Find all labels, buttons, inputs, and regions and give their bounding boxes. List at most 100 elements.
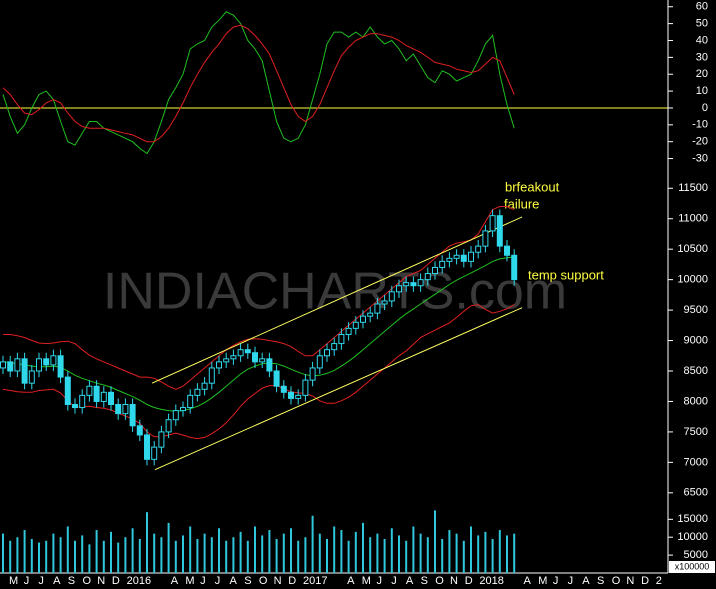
x-tick-label: A <box>524 575 532 587</box>
candle-body <box>7 361 14 372</box>
candle-body <box>201 382 208 390</box>
volume-bar <box>261 535 264 573</box>
candle-body <box>489 215 496 232</box>
volume-bar <box>225 540 228 573</box>
candle-body <box>144 434 150 460</box>
volume-bar <box>52 533 55 573</box>
candle-body <box>151 446 158 460</box>
y-tick-label: -30 <box>692 152 708 164</box>
candle-body <box>475 245 482 253</box>
candle-body <box>259 358 266 363</box>
volume-bar <box>146 512 148 573</box>
indicator-line <box>2 11 515 155</box>
x-tick-label: A <box>406 575 414 587</box>
y-tick-label: 10000 <box>677 531 708 543</box>
candle-body <box>367 312 374 317</box>
x-tick-label: A <box>582 575 590 587</box>
candle-body <box>496 215 503 247</box>
y-tick-label: 0 <box>702 102 708 114</box>
y-tick-label: 11500 <box>678 182 708 194</box>
volume-bar <box>434 510 436 573</box>
volume-bar <box>340 530 343 573</box>
x-tick-label: A <box>347 575 355 587</box>
watermark: INDIACHARTS.com <box>103 263 567 321</box>
candle-body <box>295 394 302 399</box>
candle-body <box>72 404 78 409</box>
y-tick-label: 5000 <box>684 549 708 561</box>
volume-bar <box>369 537 372 573</box>
y-tick-label: 20 <box>696 68 708 80</box>
volume-bar <box>498 530 501 573</box>
band-line <box>3 206 515 390</box>
x-tick-label: N <box>97 575 105 587</box>
candle-body <box>165 419 172 433</box>
volume-bar <box>470 526 472 573</box>
candle-body <box>273 370 280 387</box>
candle-body <box>324 349 330 357</box>
volume-bar <box>16 537 19 573</box>
y-tick-label: 7000 <box>684 456 708 468</box>
candle-body <box>338 333 345 345</box>
candle-body <box>316 355 323 369</box>
candle-body <box>309 367 316 381</box>
volume-bar <box>189 526 192 573</box>
y-tick-label: 8000 <box>684 395 708 407</box>
candle-body <box>453 254 460 259</box>
candle-body <box>21 358 28 384</box>
candle-body <box>482 230 489 247</box>
y-tick-label: 30 <box>696 51 708 63</box>
volume-bar <box>153 533 156 573</box>
candle-body <box>187 394 194 409</box>
candle-body <box>122 404 129 415</box>
annotation: failure <box>504 196 539 211</box>
candle-body <box>237 349 244 357</box>
volume-bar <box>174 540 177 573</box>
y-tick-label: 60 <box>696 1 708 13</box>
volume-bar <box>376 533 379 573</box>
x-tick-label: S <box>244 575 251 587</box>
candle-body <box>280 385 287 393</box>
volume-bar <box>196 539 199 573</box>
candle-body <box>504 245 510 256</box>
volume-bar <box>246 540 249 573</box>
y-tick-label: 9000 <box>684 334 708 346</box>
volume-bar <box>131 528 134 573</box>
volume-bar <box>462 540 465 573</box>
x-tick-label: O <box>612 575 621 587</box>
volume-bar <box>30 539 33 573</box>
y-tick-label: 7500 <box>684 426 708 438</box>
volume-bar <box>513 533 516 573</box>
y-tick-label: 10500 <box>677 243 708 255</box>
volume-bar <box>203 533 206 573</box>
candle-body <box>43 358 50 366</box>
volume-bar <box>390 528 393 573</box>
y-tick-label: 15000 <box>677 513 708 525</box>
volume-bar <box>110 531 112 573</box>
trendline <box>151 216 523 384</box>
candle-body <box>158 431 165 448</box>
candle-body <box>432 266 438 275</box>
candle-body <box>230 355 237 360</box>
candle-body <box>115 404 122 415</box>
x-tick-label: D <box>112 575 120 587</box>
candle-body <box>403 282 410 287</box>
y-tick-label: 40 <box>696 34 708 46</box>
volume-bar <box>290 528 292 573</box>
volume-bar <box>23 530 26 573</box>
x-tick-label: A <box>53 575 61 587</box>
x-tick-label: O <box>259 575 268 587</box>
annotation: temp support <box>528 267 604 282</box>
x-tick-label: J <box>24 575 30 587</box>
volume-bar <box>102 540 105 573</box>
candle-body <box>345 327 352 335</box>
volume-bar <box>412 526 415 573</box>
y-tick-label: 8500 <box>684 365 708 377</box>
candle-body <box>136 425 143 436</box>
candle-body <box>468 251 474 262</box>
candle-body <box>266 358 273 372</box>
volume-bar <box>398 535 400 573</box>
x-tick-label: M <box>538 575 547 587</box>
volume-bar <box>426 537 429 573</box>
volume-bar <box>45 540 48 573</box>
